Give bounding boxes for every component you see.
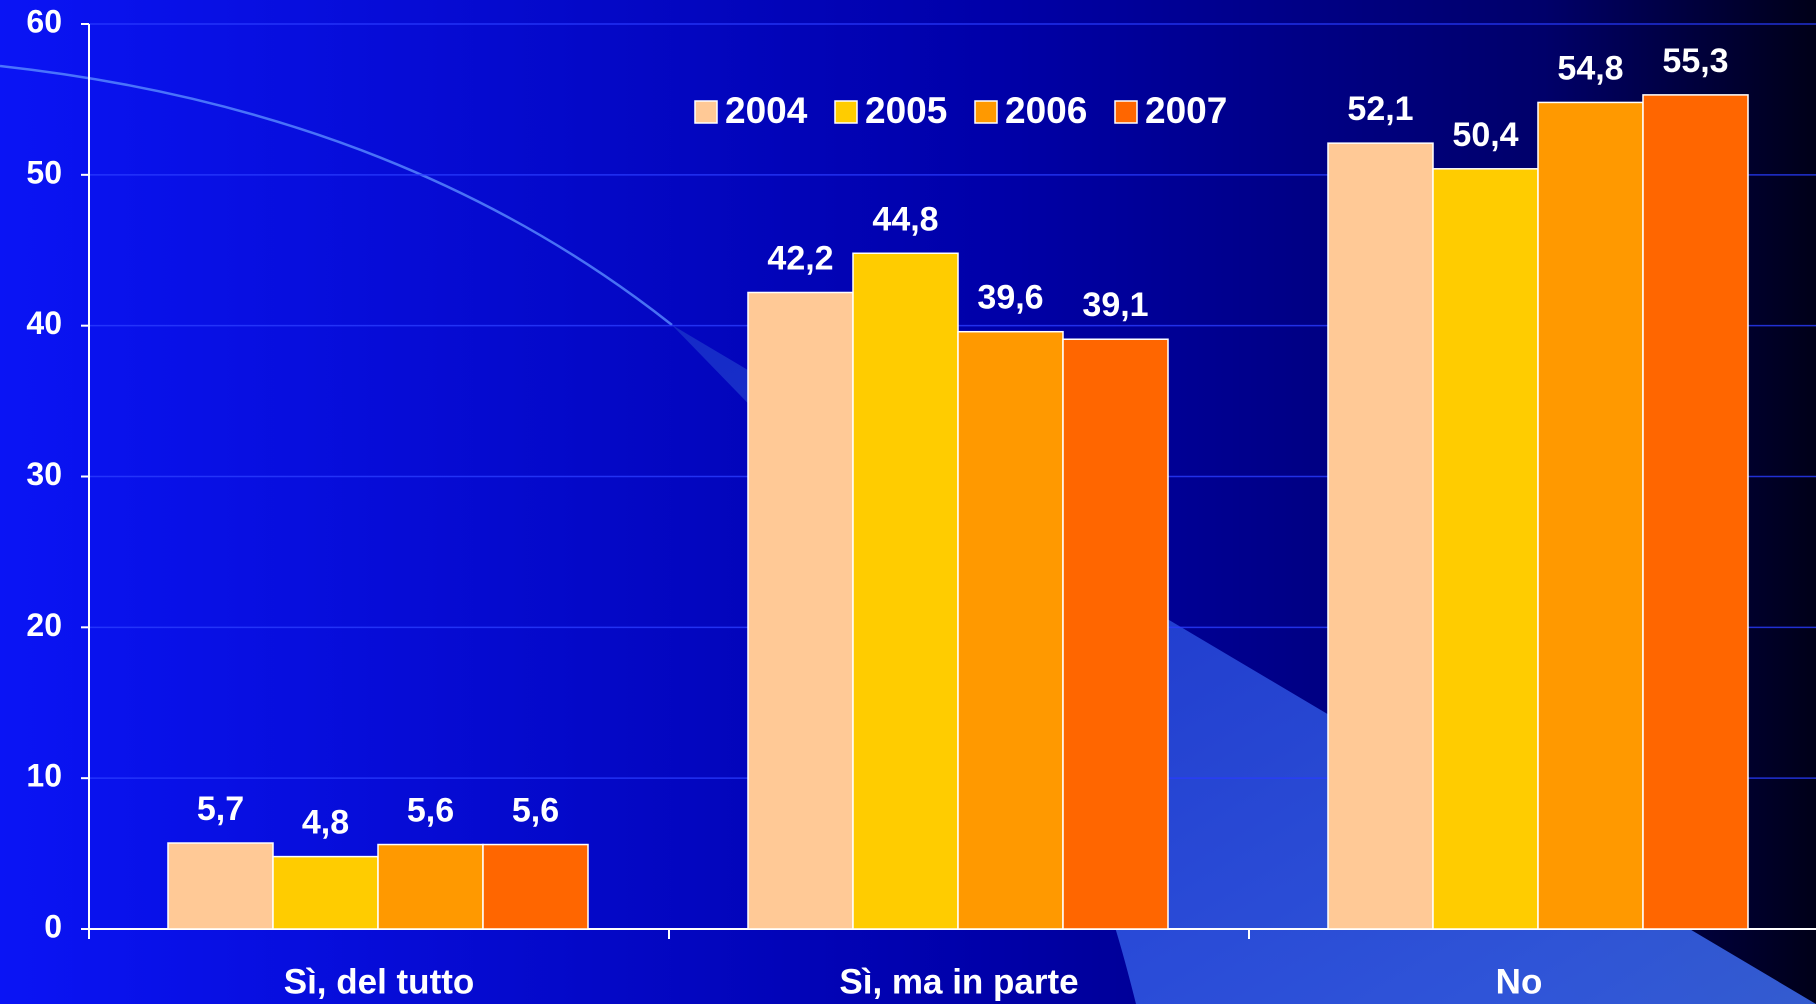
bar <box>852 252 959 930</box>
bar <box>957 330 1064 930</box>
bar <box>167 842 274 930</box>
value-label: 54,8 <box>1557 49 1623 87</box>
y-tick-label: 40 <box>26 305 62 341</box>
legend-swatch <box>1114 100 1138 124</box>
value-label: 4,8 <box>302 804 349 842</box>
bar <box>1432 168 1539 930</box>
legend-swatch <box>694 100 718 124</box>
bar <box>377 843 484 930</box>
value-label: 50,4 <box>1452 116 1518 154</box>
value-label: 44,8 <box>872 200 938 238</box>
value-label: 5,6 <box>512 792 559 830</box>
y-tick-label: 60 <box>26 3 62 39</box>
bar <box>482 843 589 930</box>
y-tick-label: 10 <box>26 758 62 794</box>
decoration-curve <box>0 64 673 326</box>
bar <box>747 291 854 930</box>
bar <box>1642 94 1749 930</box>
value-label: 42,2 <box>767 239 833 277</box>
plot: 0 10 20 30 40 50 60 Sì, del tutto Sì, ma in part… <box>26 3 1816 1001</box>
x-tick-label: No <box>1496 962 1543 1001</box>
x-tick-label: Sì, del tutto <box>284 962 475 1001</box>
y-tick-label: 30 <box>26 456 62 492</box>
x-tick-label: Sì, ma in parte <box>839 962 1078 1001</box>
y-tick-label: 50 <box>26 154 62 190</box>
bar <box>1062 338 1169 930</box>
legend-label: 2007 <box>1145 90 1227 131</box>
bar <box>1327 142 1434 930</box>
value-label: 39,6 <box>977 279 1043 317</box>
legend-swatch <box>974 100 998 124</box>
value-label: 39,1 <box>1082 286 1148 324</box>
legend-swatch <box>834 100 858 124</box>
value-label: 55,3 <box>1662 42 1728 80</box>
legend-label: 2005 <box>865 90 947 131</box>
legend-label: 2004 <box>725 90 808 131</box>
value-label: 52,1 <box>1347 90 1413 128</box>
value-label: 5,6 <box>407 792 454 830</box>
bar <box>272 855 379 930</box>
y-tick-label: 0 <box>44 908 62 944</box>
y-tick-label: 20 <box>26 607 62 643</box>
legend-label: 2006 <box>1005 90 1087 131</box>
value-label: 5,7 <box>197 790 244 828</box>
bar <box>1537 101 1644 930</box>
